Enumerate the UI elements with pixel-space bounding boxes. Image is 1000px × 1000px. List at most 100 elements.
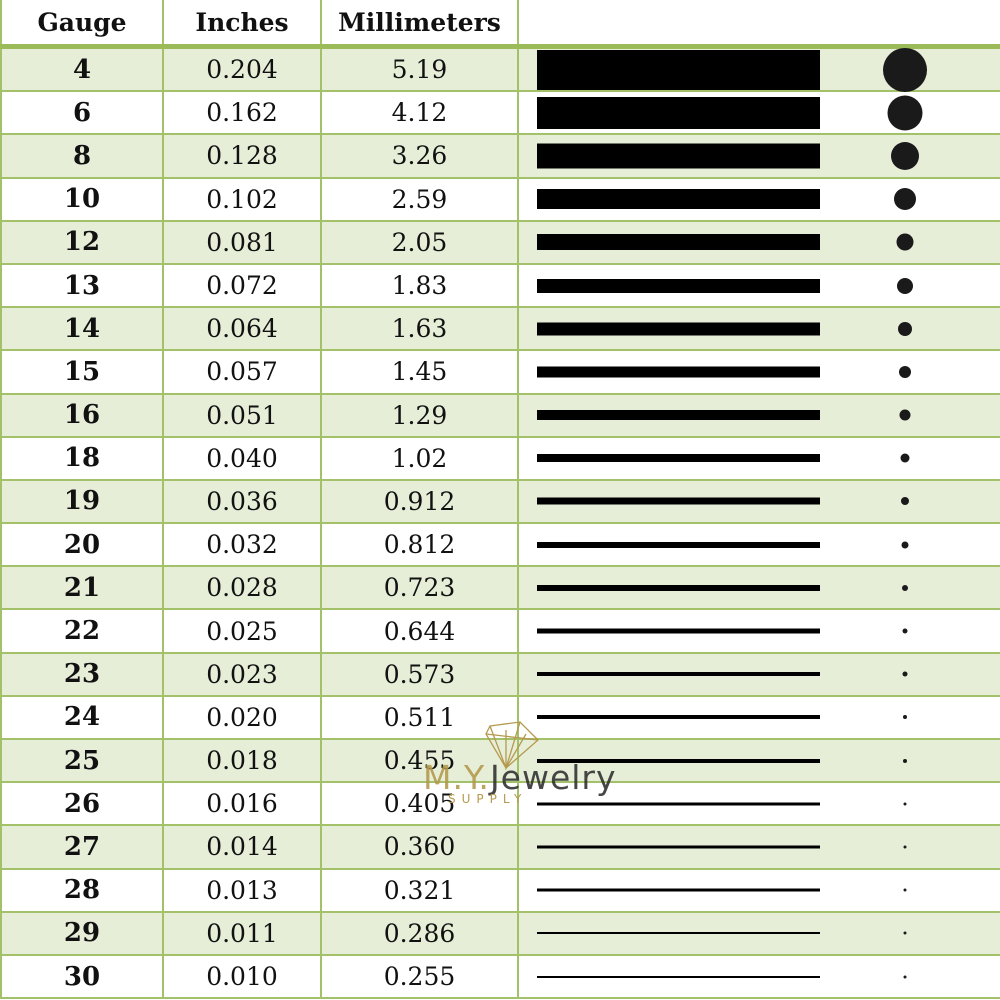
wire-cross-section-dot <box>903 758 907 763</box>
inches-cell: 0.204 <box>162 45 322 93</box>
inches-cell: 0.162 <box>162 90 322 136</box>
wire-thickness-bar <box>537 234 820 251</box>
gauge-cell: 23 <box>0 651 164 697</box>
header-row: Gauge Inches Millimeters <box>0 0 1000 49</box>
gauge-cell: 10 <box>0 176 164 222</box>
wire-thickness-bar <box>537 932 820 935</box>
inches-cell: 0.057 <box>162 349 322 395</box>
millimeters-cell: 0.812 <box>320 522 519 568</box>
gauge-cell: 6 <box>0 90 164 136</box>
inches-cell: 0.064 <box>162 306 322 352</box>
inches-cell: 0.010 <box>162 953 322 1000</box>
visual-cell <box>517 737 1000 784</box>
wire-thickness-bar <box>537 189 820 210</box>
visual-cell <box>517 478 1000 525</box>
gauge-cell: 28 <box>0 867 164 913</box>
wire-cross-section-dot <box>899 365 911 378</box>
millimeters-cell: 1.29 <box>320 392 519 438</box>
table-row: 23 0.023 0.573 <box>0 651 1000 697</box>
gauge-cell: 8 <box>0 133 164 179</box>
table-row: 16 0.051 1.29 <box>0 392 1000 438</box>
wire-cross-section-dot <box>901 541 909 549</box>
wire-thickness-bar <box>537 584 820 591</box>
millimeters-cell: 1.83 <box>320 262 519 309</box>
visual-cell <box>517 306 1000 352</box>
wire-thickness-bar <box>537 322 820 336</box>
visual-cell <box>517 349 1000 395</box>
wire-cross-section-dot <box>903 845 907 849</box>
wire-cross-section-dot <box>900 453 910 463</box>
table-row: 22 0.025 0.644 <box>0 608 1000 654</box>
millimeters-cell: 0.286 <box>320 910 519 956</box>
millimeters-cell: 0.511 <box>320 694 519 741</box>
visual-cell <box>517 608 1000 654</box>
wire-thickness-bar <box>537 541 820 548</box>
table-row: 29 0.011 0.286 <box>0 910 1000 956</box>
table-row: 8 0.128 3.26 <box>0 133 1000 179</box>
visual-cell <box>517 910 1000 956</box>
table-row: 26 0.016 0.405 <box>0 781 1000 827</box>
millimeters-cell: 0.912 <box>320 478 519 525</box>
millimeters-cell: 1.02 <box>320 435 519 481</box>
inches-cell: 0.023 <box>162 651 322 697</box>
header-inches: Inches <box>162 0 322 49</box>
gauge-cell: 21 <box>0 565 164 611</box>
header-millimeters: Millimeters <box>320 0 519 49</box>
visual-cell <box>517 953 1000 1000</box>
gauge-cell: 15 <box>0 349 164 395</box>
table-row: 4 0.204 5.19 <box>0 45 1000 93</box>
visual-cell <box>517 651 1000 697</box>
table-row: 25 0.018 0.455 <box>0 737 1000 784</box>
wire-thickness-bar <box>537 410 820 421</box>
wire-thickness-bar <box>537 49 820 90</box>
millimeters-cell: 2.05 <box>320 219 519 265</box>
wire-cross-section-dot <box>903 715 907 720</box>
wire-cross-section-dot <box>891 141 919 170</box>
visual-cell <box>517 45 1000 93</box>
table-row: 21 0.028 0.723 <box>0 565 1000 611</box>
wire-thickness-bar <box>537 143 820 169</box>
gauge-cell: 13 <box>0 262 164 309</box>
millimeters-cell: 0.255 <box>320 953 519 1000</box>
table-row: 28 0.013 0.321 <box>0 867 1000 913</box>
wire-cross-section-dot <box>898 321 912 336</box>
visual-cell <box>517 867 1000 913</box>
table-row: 20 0.032 0.812 <box>0 522 1000 568</box>
millimeters-cell: 1.45 <box>320 349 519 395</box>
gauge-cell: 4 <box>0 45 164 93</box>
inches-cell: 0.014 <box>162 824 322 870</box>
millimeters-cell: 0.723 <box>320 565 519 611</box>
wire-thickness-bar <box>537 454 820 463</box>
inches-cell: 0.032 <box>162 522 322 568</box>
wire-thickness-bar <box>537 975 820 978</box>
wire-thickness-bar <box>537 845 820 849</box>
millimeters-cell: 1.63 <box>320 306 519 352</box>
millimeters-cell: 3.26 <box>320 133 519 179</box>
wire-cross-section-dot <box>901 497 909 506</box>
millimeters-cell: 4.12 <box>320 90 519 136</box>
wire-thickness-bar <box>537 366 820 378</box>
visual-cell <box>517 133 1000 179</box>
inches-cell: 0.051 <box>162 392 322 438</box>
table-row: 6 0.162 4.12 <box>0 90 1000 136</box>
visual-cell <box>517 694 1000 741</box>
inches-cell: 0.128 <box>162 133 322 179</box>
table-row: 27 0.014 0.360 <box>0 824 1000 870</box>
visual-cell <box>517 392 1000 438</box>
millimeters-cell: 0.455 <box>320 737 519 784</box>
inches-cell: 0.028 <box>162 565 322 611</box>
gauge-cell: 26 <box>0 781 164 827</box>
gauge-cell: 18 <box>0 435 164 481</box>
gauge-cell: 22 <box>0 608 164 654</box>
table-row: 12 0.081 2.05 <box>0 219 1000 265</box>
inches-cell: 0.020 <box>162 694 322 741</box>
visual-cell <box>517 522 1000 568</box>
millimeters-cell: 2.59 <box>320 176 519 222</box>
visual-cell <box>517 781 1000 827</box>
inches-cell: 0.081 <box>162 219 322 265</box>
wire-cross-section-dot <box>903 888 907 892</box>
visual-cell <box>517 565 1000 611</box>
wire-thickness-bar <box>537 888 820 892</box>
gauge-cell: 29 <box>0 910 164 956</box>
